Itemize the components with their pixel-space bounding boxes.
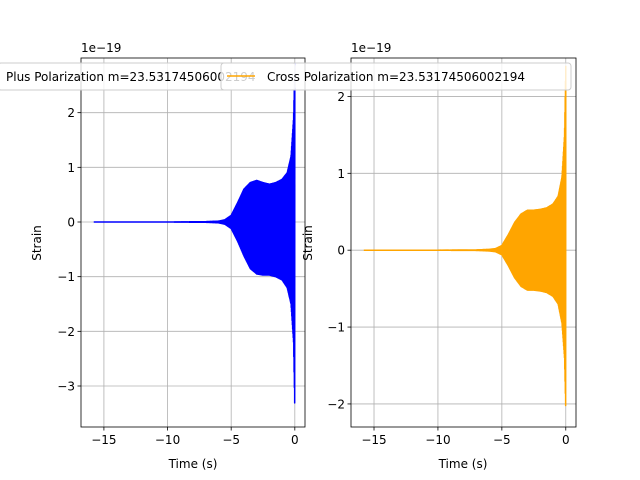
y-tick-label: −3 <box>57 380 75 394</box>
waveform-line <box>93 63 296 404</box>
y-offset-label: 1e−19 <box>351 41 391 55</box>
x-tick-label: 0 <box>291 433 299 447</box>
x-tick-label: −10 <box>425 433 450 447</box>
x-tick-label: −15 <box>91 433 116 447</box>
y-tick-label: −1 <box>57 270 75 284</box>
x-tick-label: −15 <box>361 433 386 447</box>
y-axis-label: Strain <box>30 225 44 261</box>
y-tick-label: −2 <box>57 325 75 339</box>
legend-box <box>220 62 572 91</box>
x-axis-label: Time (s) <box>438 457 488 471</box>
axes-frame <box>80 57 306 428</box>
x-tick-label: −5 <box>222 433 240 447</box>
y-tick-label: 0 <box>67 216 75 230</box>
y-axis-label: Strain <box>301 225 315 261</box>
x-tick-label: −10 <box>155 433 180 447</box>
x-tick-label: 0 <box>562 433 570 447</box>
legend-label: Cross Polarization m=23.53174506002194 <box>267 70 525 84</box>
y-tick-label: 2 <box>67 106 75 120</box>
y-tick-label: 2 <box>337 90 345 104</box>
x-axis-label: Time (s) <box>168 457 218 471</box>
y-tick-label: −1 <box>327 321 345 335</box>
plot-marks <box>93 63 296 404</box>
y-offset-label: 1e−19 <box>81 41 121 55</box>
y-tick-label: 1 <box>67 161 75 175</box>
axes-frame <box>350 57 577 428</box>
plot-marks <box>363 65 567 407</box>
y-tick-label: 0 <box>337 244 345 258</box>
x-tick-label: −5 <box>493 433 511 447</box>
waveform-line <box>363 65 567 407</box>
legend-label: Plus Polarization m=23.53174506002194 <box>6 70 256 84</box>
y-tick-label: −2 <box>327 397 345 411</box>
y-tick-label: 1 <box>337 167 345 181</box>
cross-legend: Cross Polarization m=23.53174506002194 <box>220 62 572 91</box>
